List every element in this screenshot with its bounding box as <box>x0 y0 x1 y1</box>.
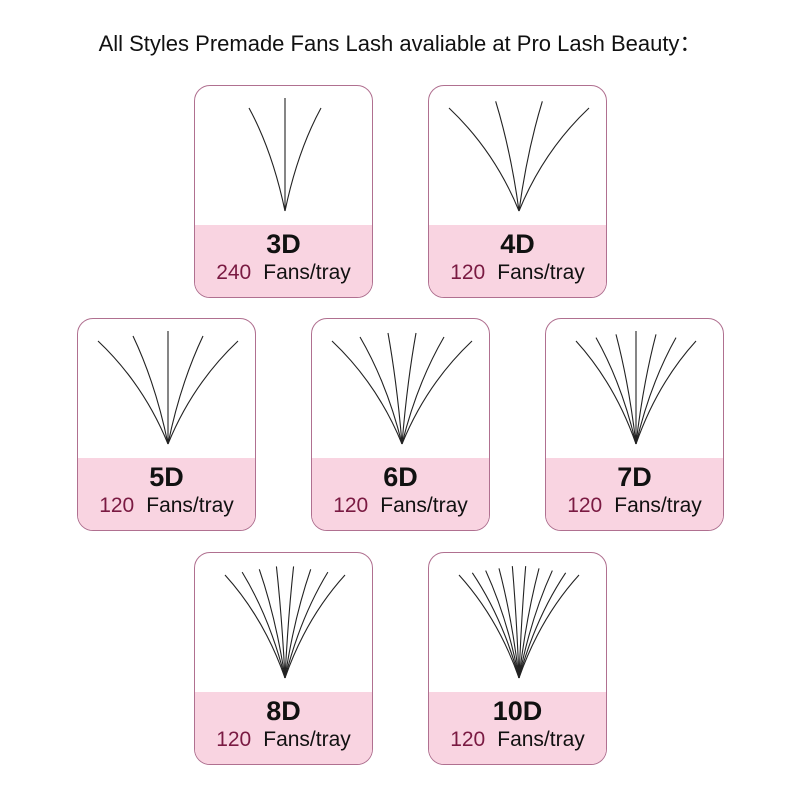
unit-label: Fans/tray <box>497 728 585 751</box>
lash-strand <box>258 569 286 679</box>
lash-fan-image <box>248 98 322 212</box>
lash-strand <box>401 336 445 445</box>
lash-strand <box>635 340 697 445</box>
lash-strand <box>359 336 403 445</box>
quantity-line: 120 Fans/tray <box>429 726 606 754</box>
lash-strand <box>284 574 346 679</box>
unit-label: Fans/tray <box>614 494 702 517</box>
lash-strand <box>518 568 540 679</box>
style-label: 7D <box>617 462 652 492</box>
product-card: 8D 120 Fans/tray <box>194 552 373 765</box>
lash-strand <box>498 568 520 679</box>
lash-strand <box>518 107 590 212</box>
style-label: 10D <box>492 696 543 726</box>
lash-strand <box>167 340 239 445</box>
lash-strand <box>284 569 312 679</box>
quantity-line: 120 Fans/tray <box>78 492 255 520</box>
product-card: 7D 120 Fans/tray <box>545 318 724 531</box>
lash-strand <box>635 337 677 445</box>
lash-strand <box>448 107 520 212</box>
lash-strand <box>401 332 417 445</box>
quantity-line: 120 Fans/tray <box>546 492 723 520</box>
unit-label: Fans/tray <box>380 494 468 517</box>
unit-label: Fans/tray <box>497 261 585 284</box>
lash-strand <box>284 107 322 212</box>
quantity-value: 120 <box>333 494 369 517</box>
quantity-line: 120 Fans/tray <box>312 492 489 520</box>
style-label: 5D <box>149 462 184 492</box>
product-card: 3D 240 Fans/tray <box>194 85 373 298</box>
lash-fan-image <box>97 331 239 445</box>
lash-strand <box>575 340 637 445</box>
unit-label: Fans/tray <box>146 494 234 517</box>
lash-strand <box>331 340 403 445</box>
product-info: 10D 120 Fans/tray <box>429 692 606 764</box>
product-card: 4D 120 Fans/tray <box>428 85 607 298</box>
quantity-value: 120 <box>567 494 603 517</box>
quantity-line: 120 Fans/tray <box>429 259 606 287</box>
lash-strand <box>97 340 169 445</box>
lash-strand <box>284 571 329 679</box>
product-card: 6D 120 Fans/tray <box>311 318 490 531</box>
lash-strand <box>471 572 520 679</box>
lash-strand <box>615 334 637 445</box>
product-card: 10D 120 Fans/tray <box>428 552 607 765</box>
lash-strand <box>518 101 543 212</box>
quantity-line: 120 Fans/tray <box>195 726 372 754</box>
quantity-value: 120 <box>450 728 486 751</box>
lash-strand <box>518 572 567 679</box>
quantity-value: 120 <box>450 261 486 284</box>
lash-strand <box>495 101 520 212</box>
lash-strand <box>595 337 637 445</box>
lash-fan-image <box>224 566 346 679</box>
lash-strand <box>167 335 204 445</box>
product-info: 4D 120 Fans/tray <box>429 225 606 297</box>
quantity-line: 240 Fans/tray <box>195 259 372 287</box>
lash-strand <box>518 570 553 679</box>
lash-strand <box>275 566 286 679</box>
lash-strand <box>132 335 169 445</box>
quantity-value: 240 <box>216 261 252 284</box>
unit-label: Fans/tray <box>263 728 351 751</box>
style-label: 6D <box>383 462 418 492</box>
unit-label: Fans/tray <box>263 261 351 284</box>
lash-strand <box>635 334 657 445</box>
lash-strand <box>458 574 520 679</box>
page-title: All Styles Premade Fans Lash avaliable a… <box>98 31 702 56</box>
lash-strand <box>248 107 286 212</box>
lash-fan-image <box>448 101 590 212</box>
product-info: 6D 120 Fans/tray <box>312 458 489 530</box>
product-info: 8D 120 Fans/tray <box>195 692 372 764</box>
product-info: 7D 120 Fans/tray <box>546 458 723 530</box>
lash-fan-image <box>331 332 473 445</box>
product-card: 5D 120 Fans/tray <box>77 318 256 531</box>
quantity-value: 120 <box>99 494 135 517</box>
style-label: 4D <box>500 229 535 259</box>
quantity-value: 120 <box>216 728 252 751</box>
lash-strand <box>485 570 520 679</box>
lash-fan-image <box>458 566 580 679</box>
lash-strand <box>224 574 286 679</box>
lash-fan-image <box>575 331 697 445</box>
lash-strand <box>518 574 580 679</box>
lash-strand <box>241 571 286 679</box>
lash-strand <box>401 340 473 445</box>
lash-strand <box>284 566 295 679</box>
lash-strand <box>518 566 527 679</box>
product-info: 5D 120 Fans/tray <box>78 458 255 530</box>
lash-strand <box>387 332 403 445</box>
style-label: 3D <box>266 229 301 259</box>
lash-strand <box>511 566 520 679</box>
style-label: 8D <box>266 696 301 726</box>
product-info: 3D 240 Fans/tray <box>195 225 372 297</box>
